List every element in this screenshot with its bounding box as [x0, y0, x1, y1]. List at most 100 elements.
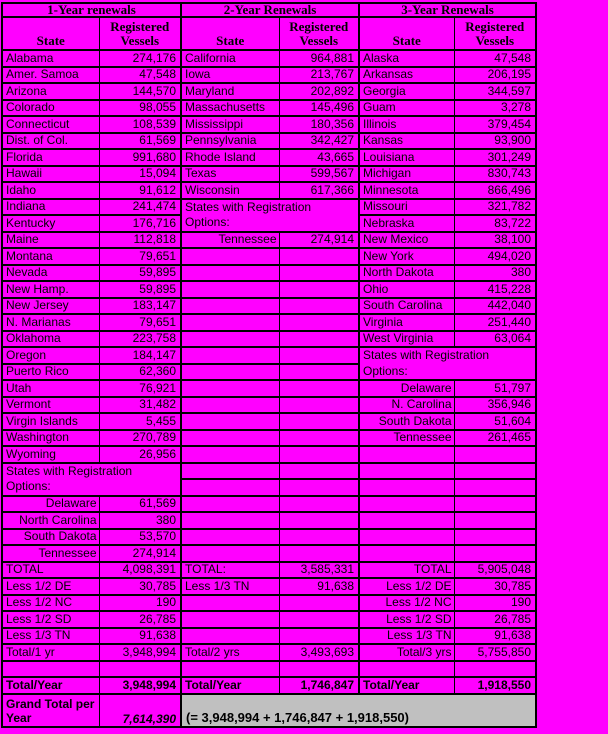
table-row: Maine 112,818 Tennessee 274,914 New Mexico 38…: [1, 230, 537, 249]
state-cell: Less 1/3 TN: [1, 626, 100, 645]
value-cell: 91,612: [98, 181, 182, 200]
value-cell: 51,797: [453, 379, 537, 398]
table-row: Alabama 274,176 California 964,881 Alaska 47,…: [1, 49, 537, 68]
options-header: Options:: [180, 215, 360, 233]
state-cell: Arizona: [1, 82, 100, 101]
table-row: Less 1/2 SD 26,785 Less 1/2 SD 26,785: [1, 610, 537, 629]
empty-cell: [453, 544, 537, 563]
registered-vessels-column-header: Registered Vessels: [453, 16, 537, 51]
state-cell: Less 1/2 NC: [1, 593, 100, 612]
empty-cell: [180, 527, 280, 546]
value-cell: 176,716: [98, 214, 182, 233]
state-cell: Less 1/2 DE: [358, 577, 455, 596]
value-cell: 43,665: [278, 148, 360, 167]
subtotal-label: Total/2 yrs: [180, 643, 280, 662]
state-column-header: State: [1, 16, 100, 51]
table-row: South Dakota 53,570: [1, 527, 537, 546]
value-cell: 79,651: [98, 313, 182, 332]
value-cell: 47,548: [98, 65, 182, 84]
empty-cell: [180, 659, 280, 678]
empty-cell: [278, 247, 360, 266]
state-cell: Puerto Rico: [1, 362, 100, 381]
state-cell: Less 1/2 NC: [358, 593, 455, 612]
empty-cell: [358, 478, 455, 497]
empty-cell: [278, 428, 360, 447]
total-per-year-label: Total/Year: [1, 676, 100, 695]
table-row: Grand Total per Year 7,614,390 (= 3,948,99…: [1, 692, 537, 728]
table-row: Arizona 144,570 Maryland 202,892 Georgia 344,…: [1, 82, 537, 101]
state-cell: Rhode Island: [180, 148, 280, 167]
grand-total-label: Grand Total per Year: [1, 692, 100, 728]
table-row: Kentucky 176,716 Options: Nebraska 83,722: [1, 214, 537, 233]
empty-cell: [278, 610, 360, 629]
table-row: Virgin Islands 5,455 South Dakota 51,604: [1, 412, 537, 431]
value-cell: 15,094: [98, 164, 182, 183]
empty-cell: [180, 313, 280, 332]
state-cell: Nebraska: [358, 214, 455, 233]
state-cell: Less 1/3 TN: [358, 626, 455, 645]
value-cell: 301,249: [453, 148, 537, 167]
empty-cell: [278, 626, 360, 645]
empty-cell: [278, 445, 360, 464]
empty-cell: [180, 280, 280, 299]
empty-cell: [180, 593, 280, 612]
value-cell: 202,892: [278, 82, 360, 101]
empty-cell: [180, 346, 280, 365]
grand-total-formula: (= 3,948,994 + 1,746,847 + 1,918,550): [180, 692, 537, 728]
empty-cell: [278, 263, 360, 282]
value-cell: 206,195: [453, 65, 537, 84]
value-cell: 79,651: [98, 247, 182, 266]
table-row: Less 1/2 DE 30,785 Less 1/3 TN 91,638 Less 1…: [1, 577, 537, 596]
table-row: New Hamp. 59,895 Ohio 415,228: [1, 280, 537, 299]
table-row: Options:: [1, 478, 537, 497]
state-cell: New Hamp.: [1, 280, 100, 299]
value-cell: 31,482: [98, 395, 182, 414]
value-cell: 190: [453, 593, 537, 612]
state-cell: Alabama: [1, 49, 100, 68]
state-cell: Minnesota: [358, 181, 455, 200]
empty-cell: [453, 494, 537, 513]
empty-cell: [453, 445, 537, 464]
table-row: Idaho 91,612 Wisconsin 617,366 Minnesota 866,…: [1, 181, 537, 200]
table-row: Oregon 184,147 States with Registration: [1, 346, 537, 365]
state-cell: Dist. of Col.: [1, 131, 100, 150]
subtotal-value: 3,948,994: [98, 643, 182, 662]
state-cell: Guam: [358, 98, 455, 117]
state-cell: Indiana: [1, 197, 100, 216]
value-cell: 342,427: [278, 131, 360, 150]
value-cell: 91,638: [98, 626, 182, 645]
registered-vessels-column-header: Registered Vessels: [278, 16, 360, 51]
section-title-1-year: 1-Year renewals: [1, 2, 182, 18]
state-cell: Tennessee: [1, 544, 100, 563]
empty-cell: [278, 379, 360, 398]
value-cell: 51,604: [453, 412, 537, 431]
state-cell: Kentucky: [1, 214, 100, 233]
empty-cell: [180, 247, 280, 266]
value-cell: 274,176: [98, 49, 182, 68]
state-cell: South Dakota: [358, 412, 455, 431]
table-row: Colorado 98,055 Massachusetts 145,496 Guam 3,…: [1, 98, 537, 117]
value-cell: 223,758: [98, 329, 182, 348]
value-cell: 26,785: [98, 610, 182, 629]
empty-cell: [278, 527, 360, 546]
value-cell: 61,569: [98, 131, 182, 150]
total-label: TOTAL:: [180, 560, 280, 579]
options-header: Options:: [1, 479, 182, 497]
state-cell: N. Carolina: [358, 395, 455, 414]
value-cell: 380: [453, 263, 537, 282]
value-cell: 38,100: [453, 230, 537, 249]
value-cell: 344,597: [453, 82, 537, 101]
table-row: Hawaii 15,094 Texas 599,567 Michigan 830,743: [1, 164, 537, 183]
state-cell: Pennsylvania: [180, 131, 280, 150]
table-row: Total/1 yr 3,948,994 Total/2 yrs 3,493,693 T…: [1, 643, 537, 662]
table-row: Dist. of Col. 61,569 Pennsylvania 342,427 Ka…: [1, 131, 537, 150]
table-row: Less 1/3 TN 91,638 Less 1/3 TN 91,638: [1, 626, 537, 645]
grand-total-value: 7,614,390: [98, 692, 182, 728]
value-cell: 184,147: [98, 346, 182, 365]
value-cell: 356,946: [453, 395, 537, 414]
empty-cell: [278, 346, 360, 365]
state-cell: Ohio: [358, 280, 455, 299]
state-cell: Massachusetts: [180, 98, 280, 117]
value-cell: 30,785: [453, 577, 537, 596]
